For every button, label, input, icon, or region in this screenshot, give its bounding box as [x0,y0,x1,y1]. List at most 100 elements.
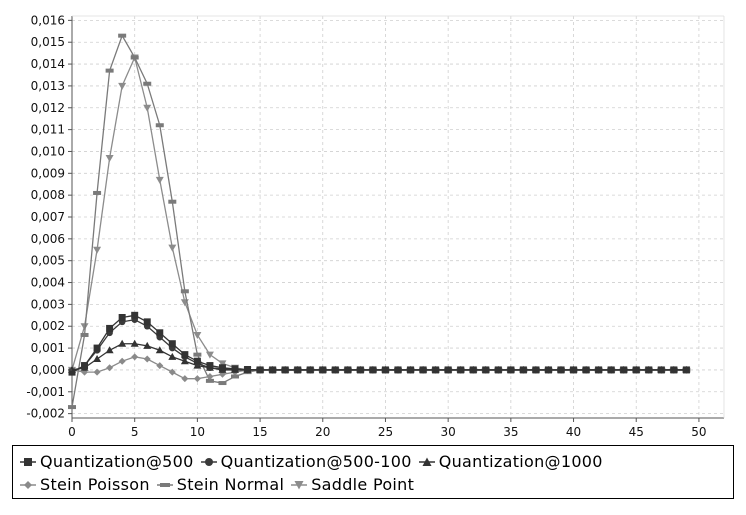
x-tick-label: 15 [252,425,267,439]
y-tick-label: 0,014 [31,57,65,71]
data-point [682,366,690,374]
data-point [105,155,114,163]
data-point [557,366,565,374]
data-point [131,353,139,361]
legend-item-quantization-500: Quantization@500 [19,452,194,471]
data-point [281,366,289,374]
data-point [620,366,628,374]
data-point [657,366,665,374]
legend-label: Saddle Point [311,475,415,494]
data-point [407,366,415,374]
data-point [419,366,427,374]
triangle-marker-icon [418,457,435,466]
x-tick-label: 0 [68,425,76,439]
data-point [68,368,76,376]
circle-marker-icon [200,457,217,466]
x-tick-label: 25 [378,425,393,439]
data-point [256,366,264,374]
data-point [306,366,314,374]
data-point [105,68,114,73]
data-point [670,366,678,374]
legend-item-quantization-1000: Quantization@1000 [418,452,603,471]
y-tick-label: 0,015 [31,35,65,49]
data-point [469,366,477,374]
data-point [118,314,126,321]
data-point [168,199,177,204]
data-point [105,346,114,354]
data-point [180,357,189,365]
data-point [80,332,89,337]
y-tick-label: 0,001 [31,341,65,355]
data-point [168,352,177,360]
data-point [205,351,214,359]
data-point [432,366,440,374]
legend-label: Quantization@500-100 [220,452,412,471]
y-tick-label: 0,000 [31,363,65,377]
legend-label: Stein Normal [176,475,285,494]
data-point [118,82,127,90]
data-point [130,55,139,60]
y-tick-label: 0,002 [31,319,65,333]
data-point [645,366,653,374]
data-point [68,405,76,410]
data-point [544,366,552,374]
legend-item-stein-normal: Stein Normal [156,475,284,494]
data-point [570,366,578,374]
data-point [143,318,151,326]
y-tick-label: 0,010 [31,144,65,158]
y-tick-label: 0,004 [31,276,65,290]
data-point [118,339,127,347]
diamond-marker-icon [20,480,36,489]
x-tick-label: 10 [190,425,205,439]
x-tick-label: 30 [441,425,456,439]
x-tick-label: 40 [566,425,581,439]
legend-item-stein-poisson: Stein Poisson [19,475,150,494]
data-point [457,366,465,374]
data-point [319,366,327,374]
y-tick-label: 0,016 [31,13,65,27]
data-point [269,366,277,374]
data-point [206,362,214,370]
legend-label: Quantization@1000 [438,452,603,471]
data-point [632,366,640,374]
data-point [155,123,164,128]
data-point [143,81,152,86]
data-point [206,372,214,380]
data-point [444,366,452,374]
data-point [93,246,102,254]
data-point [93,344,101,352]
line-chart: 0 5 10 15 20 25 30 35 40 45 50 -0,002 -0,001 0,000 0,0… [26,13,725,439]
legend-item-quantization-500-100: Quantization@500-100 [200,452,412,471]
data-point [607,366,615,374]
data-point [168,340,176,348]
data-point [344,366,352,374]
x-tick-label: 50 [691,425,706,439]
data-point [156,362,164,370]
legend-label: Stein Poisson [40,475,150,494]
triangle-down-marker-icon [291,480,308,489]
tick-labels: 0 5 10 15 20 25 30 35 40 45 50 -0,002 -0,001 0,000 0,0… [26,13,706,439]
data-point [143,104,152,112]
data-point [93,368,101,376]
data-point [595,366,603,374]
legend: Quantization@500 Quantization@500-100 Qu… [12,445,734,499]
square-marker-icon [20,457,36,466]
data-point [193,357,201,365]
data-point [180,289,189,294]
series-group [68,33,691,410]
data-point [582,366,590,374]
data-point [231,365,239,373]
data-point [181,375,189,383]
y-tick-label: 0,008 [31,188,65,202]
legend-row-2: Stein Poisson Stein Normal Saddle Point [19,473,727,496]
data-point [482,366,490,374]
data-point [168,368,176,376]
data-point [205,378,214,383]
legend-label: Quantization@500 [40,452,194,471]
data-point [80,323,89,331]
data-point [331,366,339,374]
y-tick-label: 0,005 [31,254,65,268]
data-point [118,357,126,365]
data-point [193,331,202,339]
data-point [394,366,402,374]
